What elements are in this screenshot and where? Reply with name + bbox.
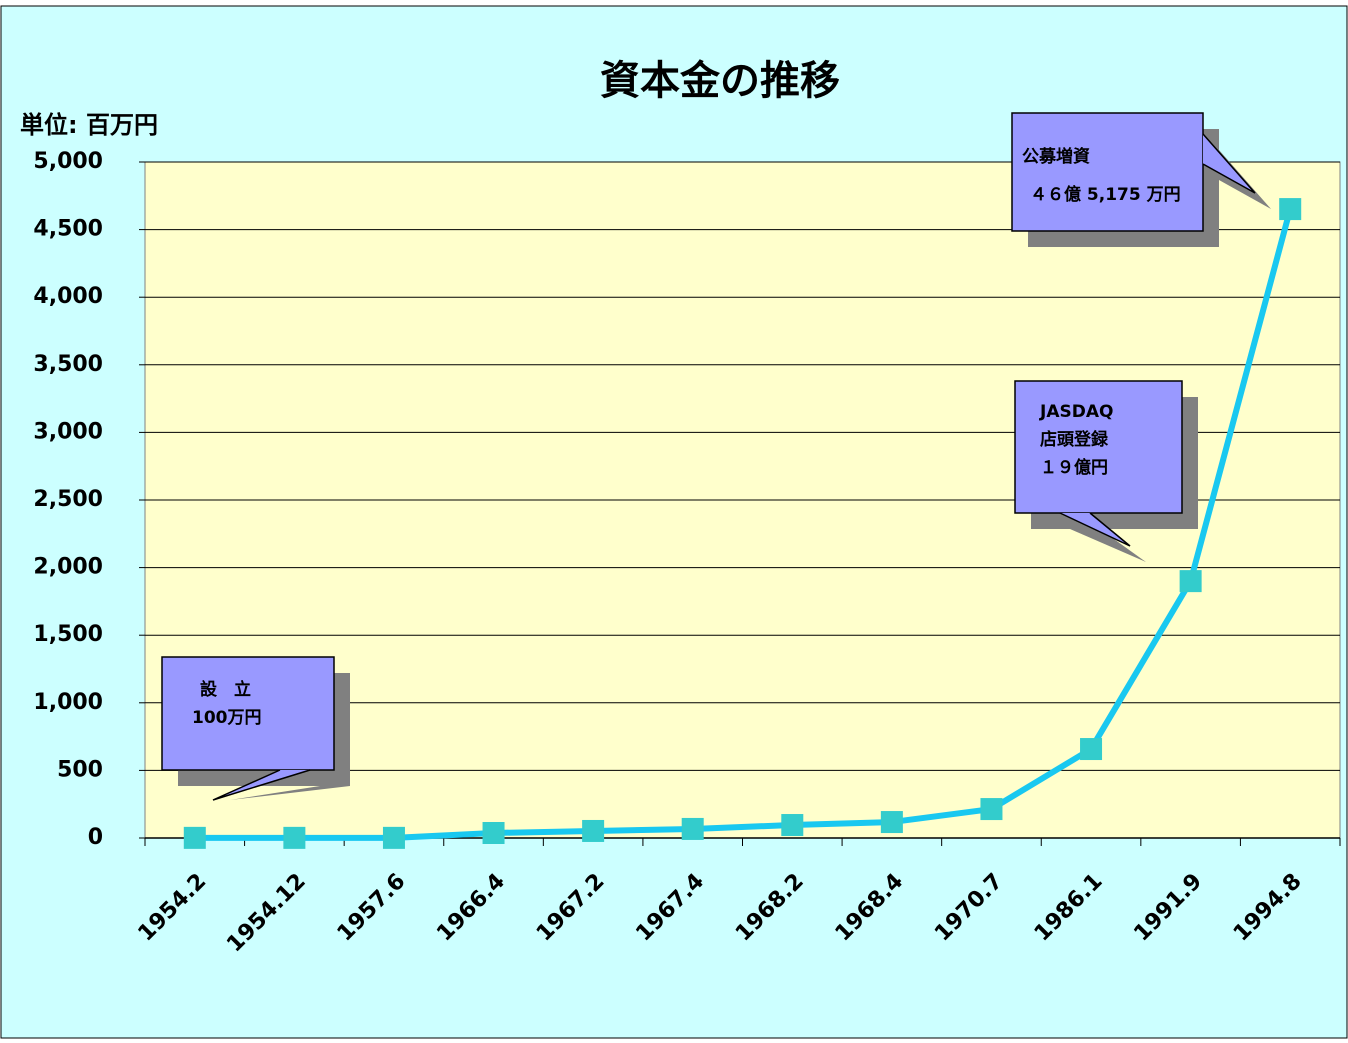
callout-text: １９億円	[1040, 457, 1108, 478]
data-point	[681, 817, 704, 840]
y-tick-label: 0	[88, 825, 103, 850]
y-tick-label: 1,000	[33, 690, 103, 715]
y-tick-label: 2,000	[33, 555, 103, 580]
callout-text: JASDAQ	[1039, 402, 1113, 422]
series-line	[194, 208, 1294, 841]
y-tick-label: 3,500	[33, 352, 103, 377]
y-tick-label: 5,000	[33, 149, 103, 174]
data-point	[283, 826, 306, 849]
y-tick-label: 4,500	[33, 217, 103, 242]
callout: 公募増資 ４６億 5,175 万円	[1011, 112, 1271, 247]
data-point	[1080, 738, 1103, 761]
data-point	[183, 826, 206, 849]
y-tick-label: 2,500	[33, 487, 103, 512]
callout-text: 設 立	[200, 679, 251, 700]
y-tick-label: 1,500	[33, 622, 103, 647]
y-tick-label: 4,000	[33, 284, 103, 309]
data-point	[880, 811, 903, 834]
y-tick-label: 500	[57, 757, 103, 782]
data-point	[1179, 570, 1202, 593]
data-point	[382, 826, 405, 849]
callout-text: ４６億 5,175 万円	[1030, 184, 1181, 205]
series	[183, 198, 1302, 849]
callout-text: 100万円	[192, 708, 262, 728]
data-point	[582, 819, 605, 842]
chart-title: 資本金の推移	[600, 58, 840, 104]
data-point	[781, 814, 804, 837]
y-tick-label: 3,000	[33, 419, 103, 444]
callout-text: 店頭登録	[1040, 429, 1109, 450]
data-point	[1279, 198, 1302, 221]
callout: 設 立 100万円	[161, 656, 350, 801]
data-point	[482, 821, 505, 844]
y-axis-label: 単位: 百万円	[20, 111, 158, 139]
callout-text: 公募増資	[1022, 146, 1090, 167]
callout: JASDAQ 店頭登録 １９億円	[1014, 380, 1198, 562]
data-point	[980, 798, 1003, 821]
